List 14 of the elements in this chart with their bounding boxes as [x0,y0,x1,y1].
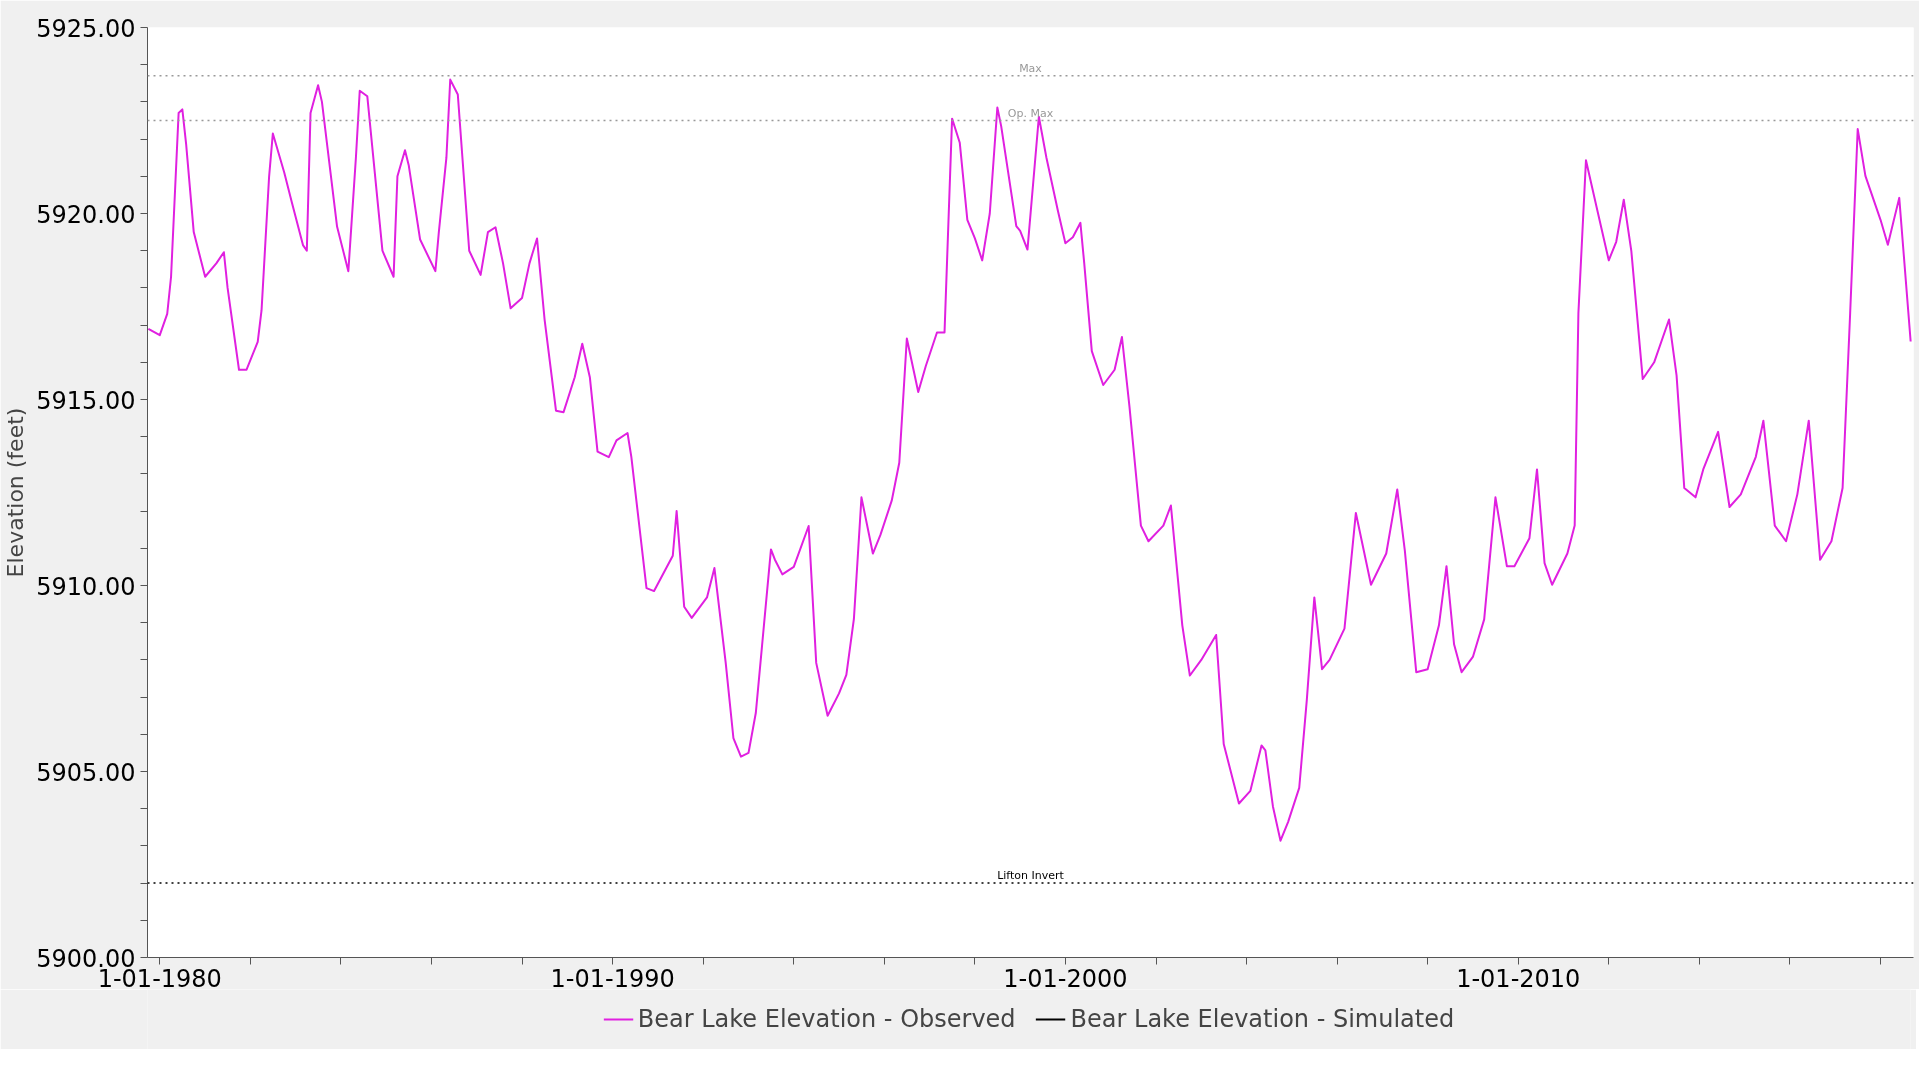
y-tick-label: 5910.00 [36,572,136,601]
y-tick-label: 5920.00 [36,200,136,229]
y-axis-title: Elevation (feet) [3,407,29,578]
y-tick-label: 5925.00 [36,14,136,43]
legend-label: Bear Lake Elevation - Observed [637,1005,1016,1033]
y-tick-label: 5905.00 [36,758,136,787]
legend-label: Bear Lake Elevation - Simulated [1070,1005,1455,1033]
ref-line-label: Lifton Invert [997,869,1065,883]
x-tick-label: 1-01-1990 [550,964,675,993]
x-tick-label: 1-01-2000 [1003,964,1128,993]
ref-line-label: Max [1019,61,1043,75]
ref-line-label: Op. Max [1007,106,1054,120]
x-tick-label: 1-01-2010 [1456,964,1581,993]
y-tick-label: 5915.00 [36,386,136,415]
